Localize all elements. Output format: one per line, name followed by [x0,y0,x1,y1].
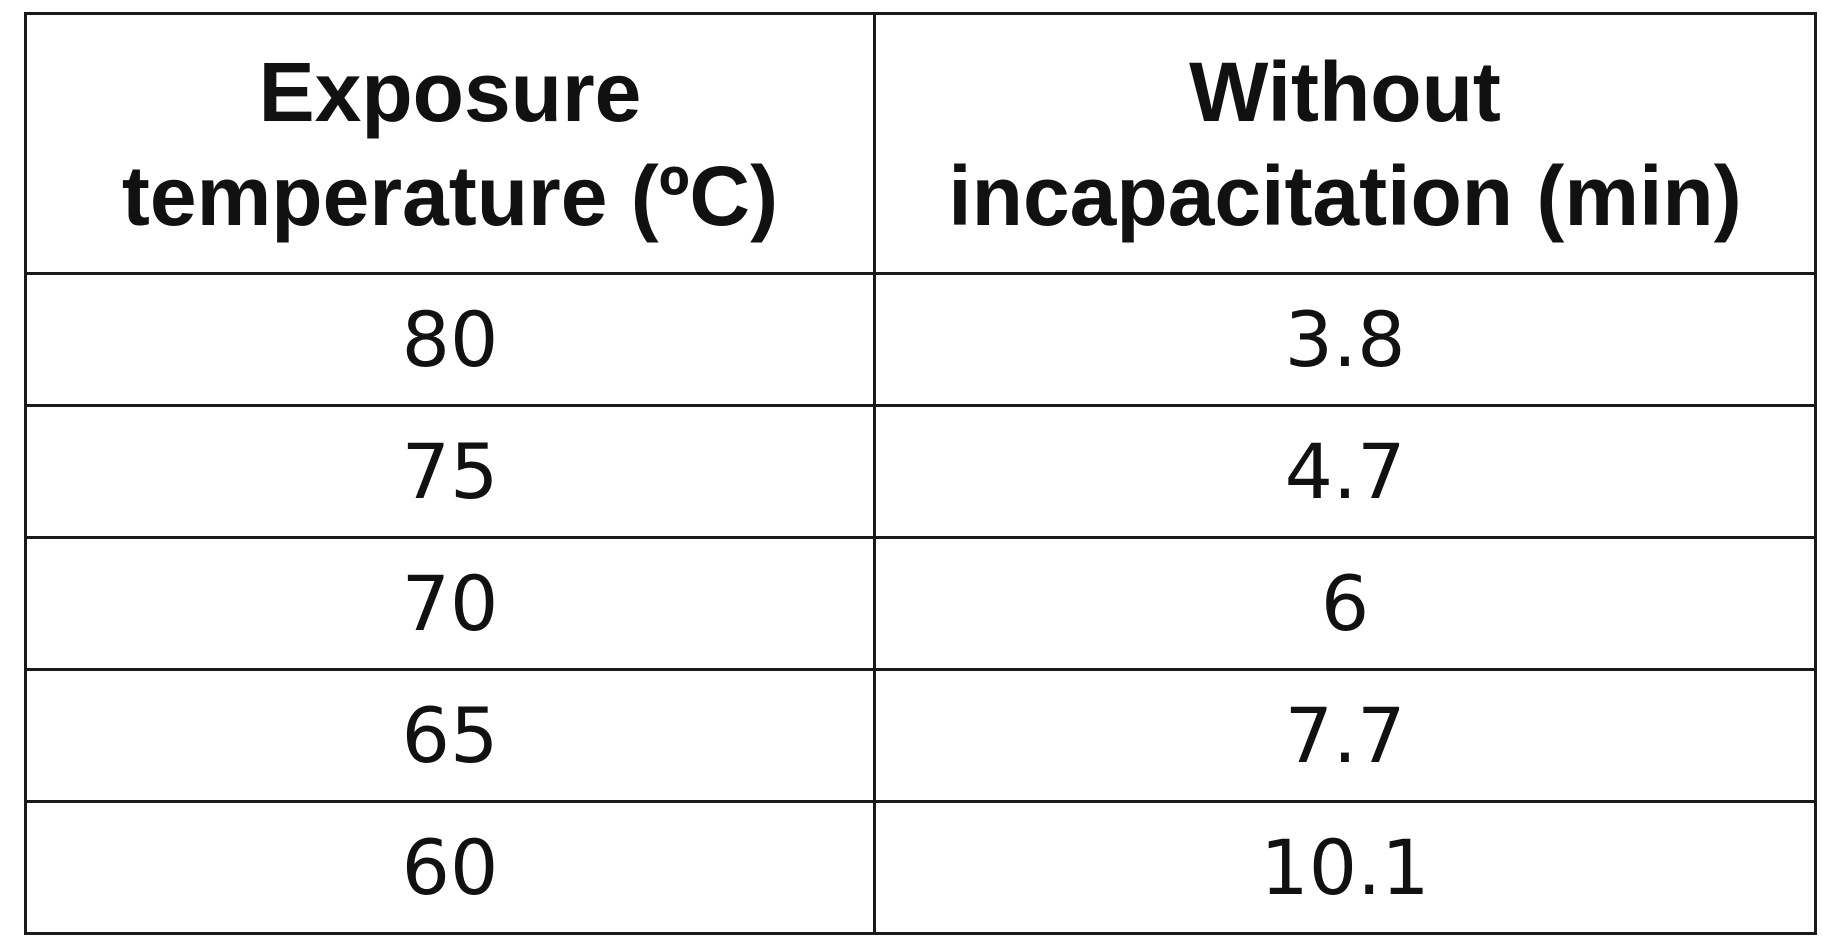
data-table-container: Exposure temperature (ºC) Without incapa… [24,12,1817,935]
cell-temperature: 65 [24,668,876,803]
table-row: 60 10.1 [24,800,1817,935]
cell-time: 4.7 [873,404,1817,539]
table-row: 75 4.7 [24,404,1817,539]
cell-time: 6 [873,536,1817,671]
header-line: Exposure [258,44,642,139]
column-header-without-incapacitation: Without incapacitation (min) [873,12,1817,275]
cell-time: 3.8 [873,272,1817,407]
cell-temperature: 80 [24,272,876,407]
header-line: incapacitation (min) [948,148,1742,243]
table-body: 80 3.8 75 4.7 70 6 65 7.7 60 10.1 [24,272,1817,935]
header-line: Without [1189,44,1501,139]
cell-temperature: 70 [24,536,876,671]
cell-time: 10.1 [873,800,1817,935]
column-header-exposure-temperature: Exposure temperature (ºC) [24,12,876,275]
cell-temperature: 60 [24,800,876,935]
data-table: Exposure temperature (ºC) Without incapa… [24,12,1817,935]
table-row: 65 7.7 [24,668,1817,803]
table-header: Exposure temperature (ºC) Without incapa… [24,12,1817,275]
table-row: 70 6 [24,536,1817,671]
cell-time: 7.7 [873,668,1817,803]
header-line: temperature (ºC) [121,148,779,243]
cell-temperature: 75 [24,404,876,539]
header-row: Exposure temperature (ºC) Without incapa… [24,12,1817,275]
table-row: 80 3.8 [24,272,1817,407]
